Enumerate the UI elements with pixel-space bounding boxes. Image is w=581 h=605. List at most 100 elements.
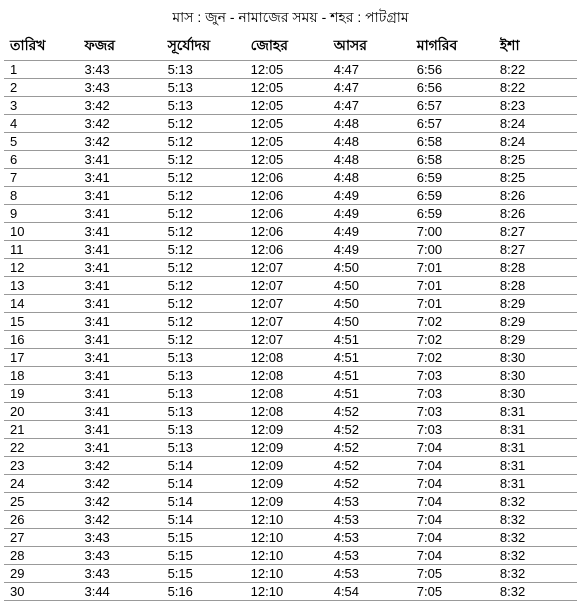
cell-date: 21 (4, 421, 78, 439)
cell-maghrib: 6:59 (411, 205, 494, 223)
cell-date: 13 (4, 277, 78, 295)
cell-date: 8 (4, 187, 78, 205)
cell-asr: 4:51 (328, 349, 411, 367)
cell-maghrib: 6:59 (411, 169, 494, 187)
cell-isha: 8:32 (494, 511, 577, 529)
cell-asr: 4:52 (328, 439, 411, 457)
cell-maghrib: 7:01 (411, 277, 494, 295)
table-row: 123:415:1212:074:507:018:28 (4, 259, 577, 277)
cell-isha: 8:24 (494, 133, 577, 151)
cell-fajr: 3:44 (78, 583, 161, 601)
cell-dhuhr: 12:06 (245, 169, 328, 187)
cell-fajr: 3:42 (78, 511, 161, 529)
cell-fajr: 3:41 (78, 277, 161, 295)
cell-sunrise: 5:12 (162, 187, 245, 205)
cell-asr: 4:50 (328, 277, 411, 295)
cell-fajr: 3:41 (78, 331, 161, 349)
cell-sunrise: 5:12 (162, 205, 245, 223)
cell-sunrise: 5:12 (162, 169, 245, 187)
cell-dhuhr: 12:05 (245, 151, 328, 169)
cell-sunrise: 5:12 (162, 313, 245, 331)
cell-date: 26 (4, 511, 78, 529)
cell-sunrise: 5:13 (162, 439, 245, 457)
cell-fajr: 3:41 (78, 295, 161, 313)
cell-maghrib: 6:57 (411, 97, 494, 115)
cell-maghrib: 7:04 (411, 493, 494, 511)
cell-fajr: 3:41 (78, 169, 161, 187)
cell-dhuhr: 12:07 (245, 331, 328, 349)
cell-date: 22 (4, 439, 78, 457)
cell-date: 4 (4, 115, 78, 133)
cell-dhuhr: 12:10 (245, 529, 328, 547)
cell-dhuhr: 12:09 (245, 439, 328, 457)
cell-maghrib: 6:58 (411, 133, 494, 151)
cell-asr: 4:52 (328, 475, 411, 493)
table-row: 103:415:1212:064:497:008:27 (4, 223, 577, 241)
cell-asr: 4:48 (328, 115, 411, 133)
table-body: 13:435:1312:054:476:568:2223:435:1312:05… (4, 61, 577, 601)
cell-date: 19 (4, 385, 78, 403)
cell-date: 20 (4, 403, 78, 421)
cell-asr: 4:53 (328, 529, 411, 547)
cell-dhuhr: 12:08 (245, 385, 328, 403)
cell-date: 18 (4, 367, 78, 385)
cell-sunrise: 5:13 (162, 349, 245, 367)
header-dhuhr: জোহর (245, 32, 328, 61)
cell-maghrib: 7:05 (411, 583, 494, 601)
cell-fajr: 3:41 (78, 385, 161, 403)
cell-isha: 8:30 (494, 385, 577, 403)
cell-maghrib: 7:04 (411, 457, 494, 475)
cell-asr: 4:49 (328, 241, 411, 259)
cell-isha: 8:31 (494, 457, 577, 475)
cell-date: 24 (4, 475, 78, 493)
table-row: 13:435:1312:054:476:568:22 (4, 61, 577, 79)
table-row: 273:435:1512:104:537:048:32 (4, 529, 577, 547)
header-isha: ইশা (494, 32, 577, 61)
cell-fajr: 3:42 (78, 133, 161, 151)
cell-fajr: 3:42 (78, 97, 161, 115)
cell-maghrib: 7:03 (411, 385, 494, 403)
cell-dhuhr: 12:06 (245, 223, 328, 241)
cell-isha: 8:27 (494, 241, 577, 259)
table-row: 193:415:1312:084:517:038:30 (4, 385, 577, 403)
cell-fajr: 3:43 (78, 565, 161, 583)
cell-dhuhr: 12:07 (245, 259, 328, 277)
cell-sunrise: 5:14 (162, 511, 245, 529)
cell-maghrib: 7:05 (411, 565, 494, 583)
table-row: 143:415:1212:074:507:018:29 (4, 295, 577, 313)
cell-isha: 8:31 (494, 439, 577, 457)
cell-dhuhr: 12:06 (245, 241, 328, 259)
cell-date: 5 (4, 133, 78, 151)
cell-date: 12 (4, 259, 78, 277)
cell-maghrib: 6:58 (411, 151, 494, 169)
cell-fajr: 3:41 (78, 439, 161, 457)
table-row: 63:415:1212:054:486:588:25 (4, 151, 577, 169)
cell-dhuhr: 12:07 (245, 313, 328, 331)
cell-dhuhr: 12:08 (245, 349, 328, 367)
cell-sunrise: 5:13 (162, 61, 245, 79)
cell-dhuhr: 12:05 (245, 79, 328, 97)
cell-dhuhr: 12:06 (245, 205, 328, 223)
cell-asr: 4:51 (328, 367, 411, 385)
table-row: 93:415:1212:064:496:598:26 (4, 205, 577, 223)
cell-dhuhr: 12:09 (245, 421, 328, 439)
cell-asr: 4:53 (328, 493, 411, 511)
cell-asr: 4:48 (328, 151, 411, 169)
cell-maghrib: 7:02 (411, 349, 494, 367)
table-row: 253:425:1412:094:537:048:32 (4, 493, 577, 511)
cell-maghrib: 6:56 (411, 79, 494, 97)
table-header-row: তারিখ ফজর সূর্যোদয় জোহর আসর মাগরিব ইশা (4, 32, 577, 61)
table-row: 213:415:1312:094:527:038:31 (4, 421, 577, 439)
cell-date: 3 (4, 97, 78, 115)
cell-asr: 4:50 (328, 259, 411, 277)
cell-isha: 8:30 (494, 349, 577, 367)
cell-date: 27 (4, 529, 78, 547)
cell-sunrise: 5:12 (162, 277, 245, 295)
cell-date: 11 (4, 241, 78, 259)
header-fajr: ফজর (78, 32, 161, 61)
cell-maghrib: 7:04 (411, 529, 494, 547)
cell-date: 17 (4, 349, 78, 367)
table-row: 83:415:1212:064:496:598:26 (4, 187, 577, 205)
cell-sunrise: 5:14 (162, 457, 245, 475)
cell-fajr: 3:42 (78, 457, 161, 475)
